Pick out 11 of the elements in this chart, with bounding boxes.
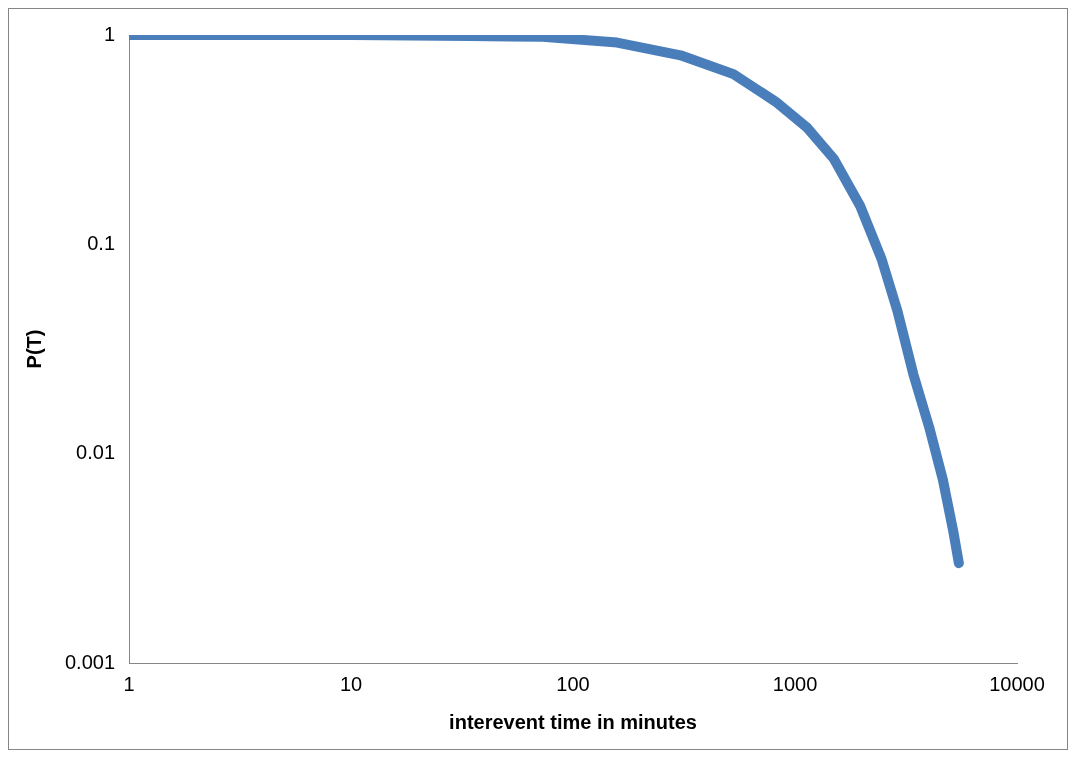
y-tick-label: 1 [103, 22, 116, 45]
x-tick-label: 1 [123, 672, 135, 695]
x-tick-label: 10 [339, 672, 363, 695]
x-axis-title: interevent time in minutes [449, 710, 697, 733]
y-tick-label: 0.01 [76, 441, 116, 464]
y-tick-label: 0.1 [87, 231, 116, 254]
x-tick-label: 10000 [989, 672, 1045, 695]
x-tick-label: 1000 [772, 672, 818, 695]
y-axis-title: P(T) [22, 329, 45, 369]
y-tick-label: 0.001 [64, 650, 116, 673]
x-tick-label: 100 [556, 672, 590, 695]
